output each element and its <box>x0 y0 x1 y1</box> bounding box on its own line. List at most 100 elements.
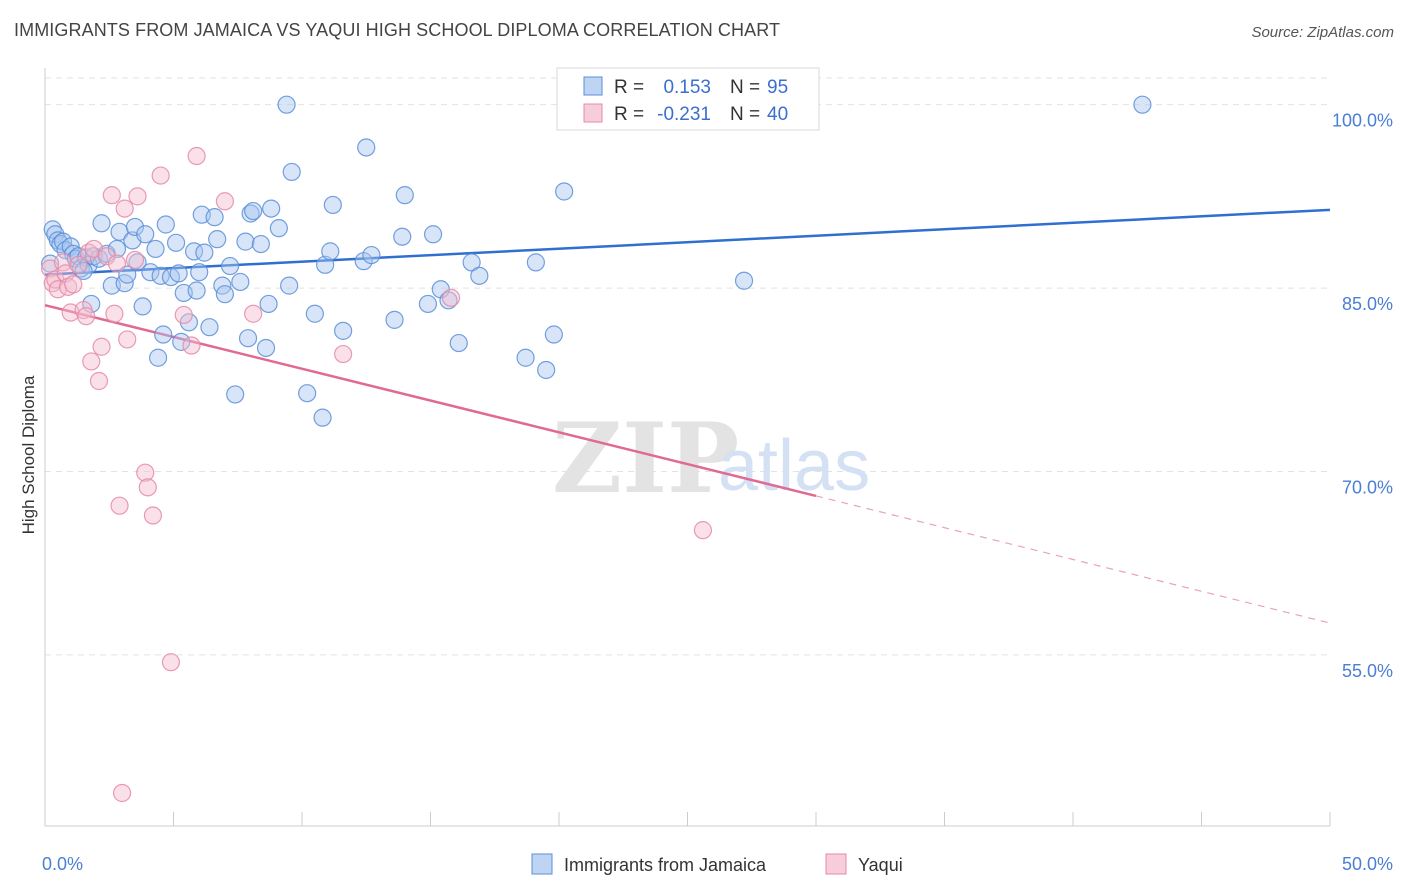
point-series-0 <box>146 239 165 259</box>
point-series-0 <box>43 220 62 239</box>
legend-n-label-0: N = <box>730 77 760 98</box>
point-series-0 <box>172 332 191 351</box>
point-series-1 <box>105 304 124 323</box>
point-series-1 <box>82 352 101 371</box>
point-series-0 <box>156 215 175 234</box>
point-series-0 <box>298 384 317 403</box>
point-series-0 <box>282 162 301 182</box>
legend-n-value-0: 95 <box>767 77 788 98</box>
point-series-1 <box>115 199 134 218</box>
point-series-0 <box>169 264 188 283</box>
point-series-0 <box>256 338 276 358</box>
point-series-0 <box>244 201 263 221</box>
point-series-1 <box>112 783 132 803</box>
y-tick-label: 55.0% <box>1342 661 1393 681</box>
point-series-0 <box>259 294 278 314</box>
watermark-atlas: atlas <box>718 426 870 506</box>
point-series-1 <box>215 192 234 211</box>
point-series-0 <box>1133 95 1152 114</box>
point-series-1 <box>89 371 109 391</box>
point-series-1 <box>151 166 170 185</box>
point-series-0 <box>316 255 335 274</box>
point-series-1 <box>118 330 137 349</box>
point-series-1 <box>69 255 88 274</box>
point-series-0 <box>128 253 147 272</box>
point-series-0 <box>418 294 438 314</box>
trend-lines <box>44 208 1331 624</box>
point-series-0 <box>190 263 209 282</box>
series-legend-swatch-1 <box>825 853 847 875</box>
point-series-1 <box>334 344 353 364</box>
watermark: ZIP atlas <box>552 402 870 515</box>
trend-line-extension-1 <box>815 495 1331 624</box>
point-series-1 <box>102 186 121 205</box>
point-series-0 <box>323 195 342 215</box>
point-series-1 <box>182 336 201 355</box>
point-series-1 <box>128 187 147 206</box>
point-series-1 <box>107 254 127 273</box>
point-series-0 <box>537 360 556 380</box>
point-series-0 <box>251 234 270 254</box>
legend-r-label-1: R = <box>614 104 644 125</box>
data-points <box>41 95 1152 803</box>
point-series-0 <box>241 204 260 223</box>
point-series-0 <box>262 199 281 218</box>
legend-swatch-1 <box>583 103 603 123</box>
point-series-0 <box>544 325 563 344</box>
point-series-1 <box>138 478 157 497</box>
legend-n-value-1: 40 <box>767 104 788 125</box>
point-series-0 <box>734 271 754 290</box>
x-tick-labels: 0.0% 50.0% <box>42 854 1393 874</box>
stats-legend: R = 0.153 N = 95 R = -0.231 N = 40 <box>556 67 820 131</box>
point-series-0 <box>385 310 404 329</box>
point-series-1 <box>174 305 193 325</box>
point-series-1 <box>136 463 155 482</box>
gridlines <box>45 77 1330 656</box>
point-series-0 <box>470 266 489 285</box>
point-series-0 <box>393 227 412 246</box>
legend-swatch-0 <box>583 76 603 96</box>
point-series-0 <box>449 333 468 353</box>
point-series-0 <box>334 321 353 340</box>
point-series-0 <box>226 385 245 404</box>
point-series-0 <box>166 233 186 252</box>
point-series-0 <box>136 225 155 244</box>
point-series-0 <box>439 291 458 310</box>
point-series-0 <box>133 297 152 316</box>
point-series-0 <box>305 304 324 323</box>
point-series-0 <box>141 263 160 282</box>
point-series-0 <box>395 186 414 205</box>
point-series-0 <box>208 230 227 249</box>
series-legend-swatch-0 <box>531 853 553 875</box>
point-series-0 <box>362 245 381 265</box>
y-tick-label: 70.0% <box>1342 477 1393 497</box>
point-series-1 <box>125 250 145 270</box>
point-series-1 <box>161 653 181 672</box>
point-series-0 <box>462 253 481 272</box>
point-series-0 <box>125 217 145 237</box>
point-series-1 <box>244 304 263 323</box>
y-tick-label: 100.0% <box>1332 111 1393 131</box>
point-series-0 <box>195 243 214 262</box>
point-series-1 <box>187 146 206 166</box>
trend-line-0 <box>44 208 1331 276</box>
point-series-1 <box>441 288 461 307</box>
y-tick-label: 85.0% <box>1342 294 1393 314</box>
point-series-1 <box>77 307 96 326</box>
point-series-0 <box>148 348 168 367</box>
point-series-0 <box>516 348 535 367</box>
point-series-0 <box>205 208 224 227</box>
chart-source: Source: ZipAtlas.com <box>1251 24 1394 41</box>
point-series-0 <box>277 95 296 114</box>
legend-r-value-0: 0.153 <box>663 77 711 98</box>
point-series-0 <box>526 253 545 272</box>
series-legend-label-1: Yaqui <box>858 855 903 875</box>
point-series-0 <box>321 242 340 261</box>
y-tick-labels: 100.0% 85.0% 70.0% 55.0% <box>1332 111 1393 681</box>
legend-r-value-1: -0.231 <box>657 104 711 125</box>
point-series-1 <box>143 506 163 525</box>
axes <box>44 68 1331 827</box>
point-series-0 <box>423 225 443 244</box>
y-axis-label: High School Diploma <box>19 375 38 534</box>
